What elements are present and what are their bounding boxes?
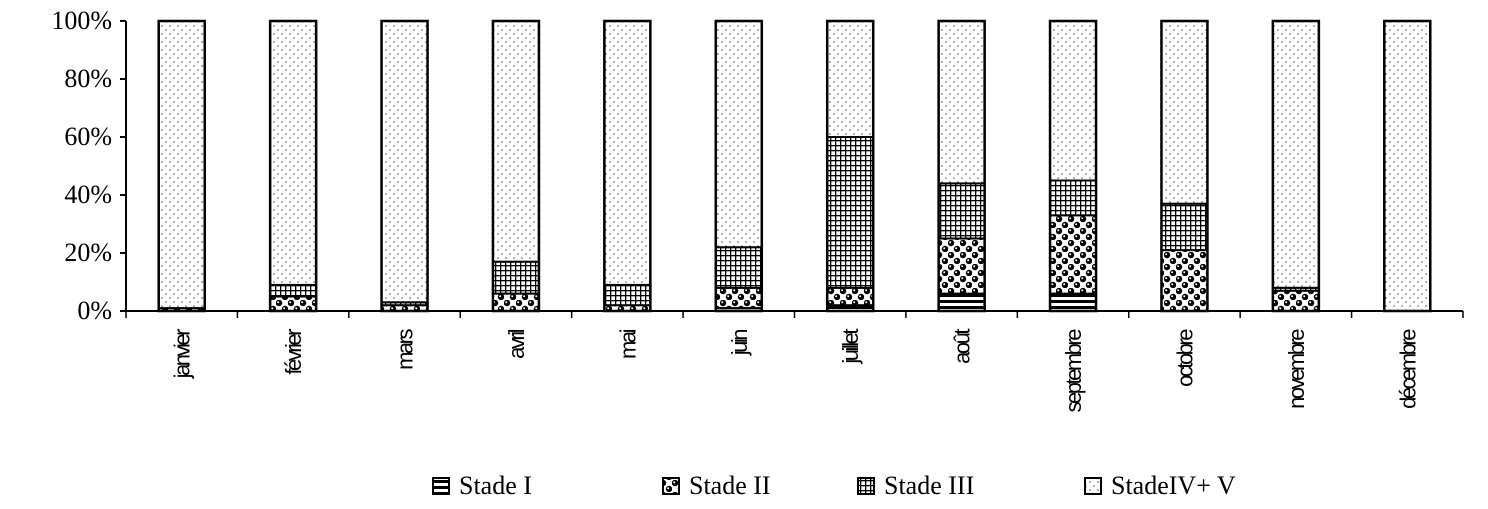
bar-segment: [1049, 292, 1098, 313]
bar-segment: [714, 286, 763, 310]
bar-segment: [380, 20, 429, 304]
bar-segment: [826, 20, 875, 138]
legend-swatch: [662, 477, 680, 495]
x-tick-label: décembre: [1395, 329, 1420, 409]
bar-segment: [826, 286, 875, 307]
bar-segment: [937, 292, 986, 313]
bar-segment: [491, 20, 540, 263]
bar-segment: [269, 295, 318, 312]
bar-outline: [1160, 19, 1209, 313]
legend-label: Stade I: [459, 471, 532, 500]
bar-segment: [603, 283, 652, 307]
x-tick-label: avril: [504, 329, 529, 358]
bar-outline: [157, 19, 206, 313]
y-tick-label: 0%: [77, 296, 112, 325]
bar-outline: [1271, 19, 1321, 313]
bar-outline: [937, 19, 986, 313]
bar-segment: [1049, 214, 1098, 295]
y-tick-label: 40%: [64, 180, 112, 209]
bar-segment: [1160, 20, 1209, 205]
x-tick-label: mai: [615, 329, 640, 359]
legend-swatch: [857, 477, 875, 495]
bar-segment: [1160, 249, 1209, 313]
bar-segment: [603, 20, 652, 286]
x-tick-label: octobre: [1172, 329, 1197, 387]
bar-segment: [157, 20, 206, 310]
bar-segment: [1271, 20, 1320, 289]
bar-outline: [603, 19, 652, 313]
x-axis: janvier février mars avril mai juin juillet aoû…: [125, 310, 1464, 413]
bars: [157, 19, 1432, 313]
legend-label: StadeIV+ V: [1111, 471, 1236, 500]
x-tick-label: août: [950, 329, 975, 364]
bar-segment: [1160, 202, 1209, 252]
x-tick-label: novembre: [1284, 329, 1309, 409]
bar-segment: [937, 237, 986, 295]
bar-outline: [491, 19, 541, 313]
x-tick-label: mars: [393, 329, 418, 370]
bar-outline: [825, 19, 875, 313]
bar-segment: [937, 20, 986, 185]
y-tick-label: 20%: [64, 238, 112, 267]
legend-swatch: [1084, 477, 1102, 495]
bar-outline: [268, 19, 318, 313]
bar-segment: [491, 260, 540, 295]
legend-label: Stade III: [884, 471, 974, 500]
y-tick-label: 100%: [51, 6, 112, 35]
x-tick-label: janvier: [170, 329, 195, 379]
bar-outline: [1383, 19, 1432, 313]
bar-outline: [380, 19, 429, 313]
bar-segment: [491, 292, 540, 313]
bar-segment: [937, 182, 986, 240]
legend-label: Stade II: [689, 471, 771, 500]
bar-outline: [714, 19, 764, 313]
y-axis: 0% 20% 40% 60% 80% 100%: [51, 6, 127, 325]
bar-segment: [826, 136, 875, 289]
bar-segment: [1049, 179, 1098, 217]
x-tick-label: septembre: [1061, 329, 1086, 413]
bar-segment: [714, 246, 763, 289]
legend: Stade I Stade II Stade III StadeIV+ V: [432, 471, 1236, 500]
y-tick-label: 80%: [64, 64, 112, 93]
bar-segment: [1271, 289, 1320, 313]
bar-segment: [1383, 20, 1432, 312]
x-tick-label: juin: [727, 330, 752, 357]
legend-swatch: [432, 477, 450, 495]
x-tick-label: juillet: [838, 329, 863, 365]
bar-segment: [269, 283, 318, 298]
bar-segment: [1049, 20, 1098, 182]
y-tick-label: 60%: [64, 122, 112, 151]
bar-segment: [714, 20, 763, 249]
bar-segment: [269, 20, 318, 286]
bar-outline: [1048, 19, 1098, 313]
x-tick-label: février: [281, 329, 306, 375]
